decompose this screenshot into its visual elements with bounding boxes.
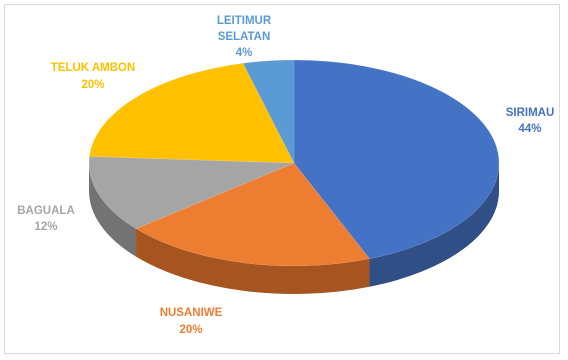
slice-leitimur-selatan <box>242 59 295 164</box>
slice-side-baguala <box>89 163 137 257</box>
slice-nusaniwe <box>135 162 371 267</box>
slice-sirimau <box>293 59 500 260</box>
slice-side-sirimau <box>369 163 499 287</box>
slice-baguala <box>88 156 295 229</box>
slice-side-nusaniwe <box>136 228 370 294</box>
slice-teluk-ambon <box>89 62 295 164</box>
